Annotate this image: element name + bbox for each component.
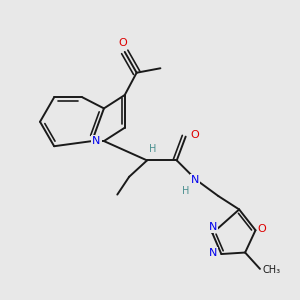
Text: N: N [92, 136, 101, 146]
Text: O: O [258, 224, 266, 234]
Text: CH₃: CH₃ [263, 266, 281, 275]
Text: N: N [190, 175, 199, 185]
Text: H: H [182, 186, 189, 196]
Text: H: H [149, 143, 156, 154]
Text: O: O [190, 130, 199, 140]
Text: O: O [119, 38, 128, 48]
Text: N: N [209, 222, 218, 232]
Text: N: N [209, 248, 218, 258]
